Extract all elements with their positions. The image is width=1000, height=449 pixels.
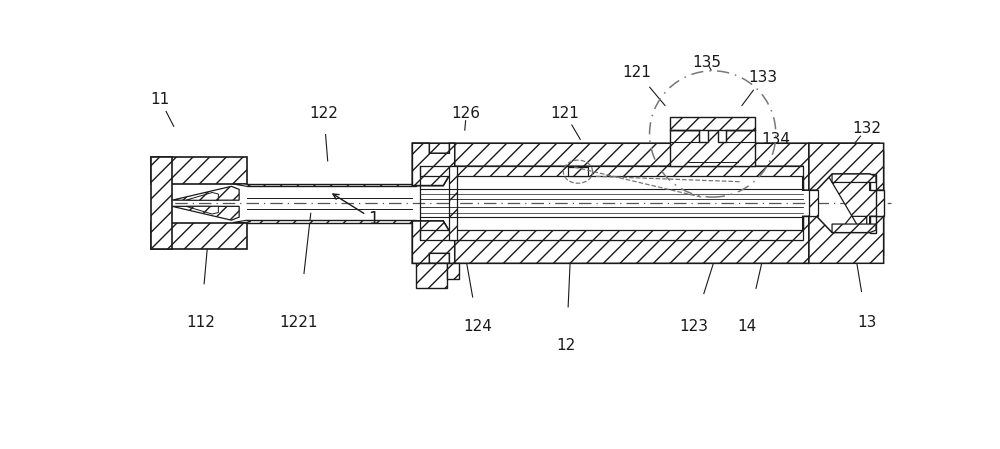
Text: 12: 12 [557,338,576,353]
Text: 123: 123 [679,319,708,334]
Polygon shape [233,220,251,223]
Polygon shape [670,130,755,166]
Bar [809,190,818,216]
Polygon shape [151,157,247,184]
Text: 13: 13 [857,315,876,330]
Text: 1: 1 [369,210,379,228]
Polygon shape [247,184,416,186]
Polygon shape [420,216,803,240]
Polygon shape [186,193,218,200]
Text: 121: 121 [623,65,652,80]
Polygon shape [870,174,884,233]
Polygon shape [832,174,876,182]
Polygon shape [186,207,218,214]
Bar [151,157,172,250]
Text: 121: 121 [550,106,579,121]
Polygon shape [412,216,809,263]
Polygon shape [151,223,247,250]
Polygon shape [233,184,251,186]
Text: 122: 122 [309,106,338,121]
Text: 133: 133 [748,70,777,85]
Polygon shape [412,143,455,185]
Text: 134: 134 [761,132,790,147]
Text: 1221: 1221 [279,315,318,330]
Text: 112: 112 [186,315,215,330]
Polygon shape [809,143,884,263]
Text: 132: 132 [852,121,881,136]
Text: 135: 135 [692,55,721,70]
Polygon shape [420,166,803,190]
Bar [449,166,457,240]
Polygon shape [247,220,416,223]
Bar [447,263,459,279]
Text: 14: 14 [738,319,757,334]
Polygon shape [670,117,755,130]
Polygon shape [412,143,809,190]
Polygon shape [172,207,239,220]
Text: 126: 126 [452,106,481,121]
Polygon shape [568,167,588,176]
Bar [416,263,447,288]
Polygon shape [809,216,884,263]
Text: 11: 11 [150,92,169,107]
Polygon shape [172,186,239,200]
Polygon shape [809,143,884,190]
Polygon shape [412,221,455,263]
Text: 124: 124 [463,319,492,334]
Polygon shape [832,224,876,233]
